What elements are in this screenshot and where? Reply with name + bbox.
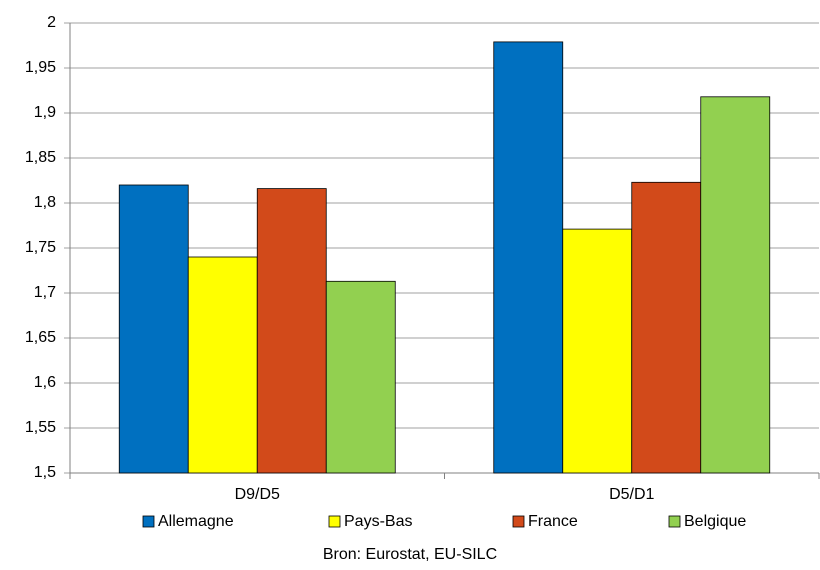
x-tick-label: D9/D5 xyxy=(235,486,280,503)
x-tick-label: D5/D1 xyxy=(609,486,654,503)
y-tick-label: 1,75 xyxy=(25,239,56,256)
legend-swatch xyxy=(142,515,155,528)
legend-swatch xyxy=(512,515,525,528)
y-tick-label: 1,8 xyxy=(34,194,56,211)
bar xyxy=(187,256,258,474)
source-note: Bron: Eurostat, EU-SILC xyxy=(323,546,497,563)
y-tick-label: 1,85 xyxy=(25,149,56,166)
legend-swatch xyxy=(328,515,341,528)
legend-swatch xyxy=(668,515,681,528)
legend-label: France xyxy=(528,513,578,530)
legend-label: Allemagne xyxy=(158,513,234,530)
y-tick-label: 1,55 xyxy=(25,419,56,436)
bar xyxy=(700,96,771,474)
bar xyxy=(493,41,564,474)
y-tick-label: 1,6 xyxy=(34,374,56,391)
y-tick-label: 1,95 xyxy=(25,59,56,76)
bar xyxy=(118,184,189,474)
bar xyxy=(256,188,327,474)
y-tick-label: 1,5 xyxy=(34,464,56,481)
legend-label: Belgique xyxy=(684,513,746,530)
bar xyxy=(325,280,396,474)
y-tick-label: 1,7 xyxy=(34,284,56,301)
y-tick-label: 2 xyxy=(47,14,56,31)
y-tick-label: 1,65 xyxy=(25,329,56,346)
bar xyxy=(562,228,633,474)
y-tick-label: 1,9 xyxy=(34,104,56,121)
bar xyxy=(631,181,702,474)
legend-label: Pays-Bas xyxy=(344,513,412,530)
